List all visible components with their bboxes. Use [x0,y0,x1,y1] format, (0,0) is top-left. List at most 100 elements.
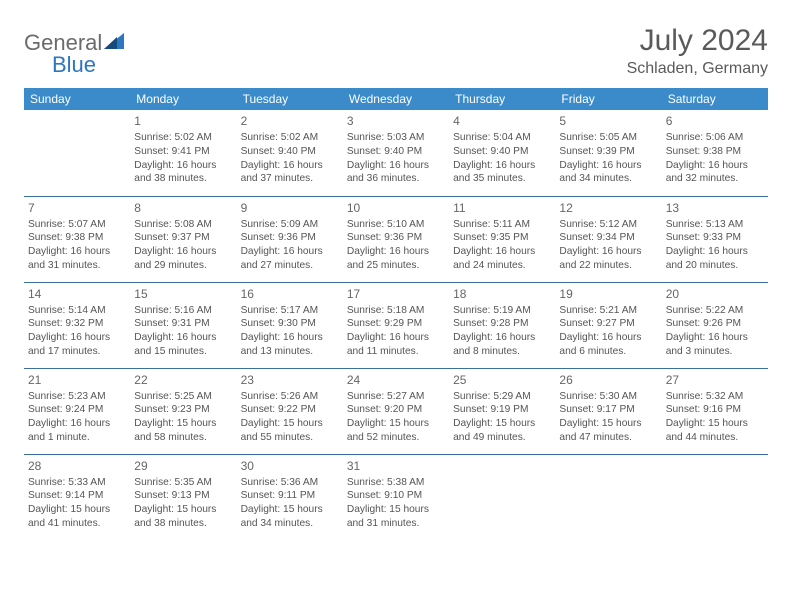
day-number: 18 [453,286,551,302]
daylight-line: and 15 minutes. [134,345,232,359]
daylight-line: and 47 minutes. [559,431,657,445]
weekday-tuesday: Tuesday [237,88,343,110]
calendar-day-cell: 29Sunrise: 5:35 AMSunset: 9:13 PMDayligh… [130,454,236,540]
daylight-line: and 38 minutes. [134,517,232,531]
day-number: 31 [347,458,445,474]
day-number: 20 [666,286,764,302]
daylight-line: Daylight: 15 hours [347,417,445,431]
sunset-line: Sunset: 9:40 PM [453,145,551,159]
sunrise-line: Sunrise: 5:29 AM [453,390,551,404]
daylight-line: Daylight: 15 hours [241,417,339,431]
calendar-week-row: 28Sunrise: 5:33 AMSunset: 9:14 PMDayligh… [24,454,768,540]
weekday-monday: Monday [130,88,236,110]
calendar-day-cell: 9Sunrise: 5:09 AMSunset: 9:36 PMDaylight… [237,196,343,282]
calendar-day-cell: 3Sunrise: 5:03 AMSunset: 9:40 PMDaylight… [343,110,449,196]
sunset-line: Sunset: 9:27 PM [559,317,657,331]
daylight-line: and 55 minutes. [241,431,339,445]
brand-triangle-icon-2 [104,33,124,54]
day-number: 22 [134,372,232,388]
day-number: 2 [241,113,339,129]
month-title: July 2024 [627,24,768,58]
day-number: 4 [453,113,551,129]
weekday-friday: Friday [555,88,661,110]
daylight-line: and 41 minutes. [28,517,126,531]
daylight-line: Daylight: 15 hours [28,503,126,517]
calendar-day-cell: 24Sunrise: 5:27 AMSunset: 9:20 PMDayligh… [343,368,449,454]
sunrise-line: Sunrise: 5:23 AM [28,390,126,404]
day-number: 23 [241,372,339,388]
sunset-line: Sunset: 9:38 PM [666,145,764,159]
sunrise-line: Sunrise: 5:30 AM [559,390,657,404]
sunrise-line: Sunrise: 5:36 AM [241,476,339,490]
sunset-line: Sunset: 9:40 PM [347,145,445,159]
daylight-line: and 13 minutes. [241,345,339,359]
daylight-line: Daylight: 16 hours [666,159,764,173]
calendar-day-cell: 4Sunrise: 5:04 AMSunset: 9:40 PMDaylight… [449,110,555,196]
sunrise-line: Sunrise: 5:18 AM [347,304,445,318]
day-number: 8 [134,200,232,216]
calendar-week-row: 7Sunrise: 5:07 AMSunset: 9:38 PMDaylight… [24,196,768,282]
calendar-day-cell: 22Sunrise: 5:25 AMSunset: 9:23 PMDayligh… [130,368,236,454]
daylight-line: Daylight: 16 hours [559,331,657,345]
calendar-day-cell: 5Sunrise: 5:05 AMSunset: 9:39 PMDaylight… [555,110,661,196]
day-number: 15 [134,286,232,302]
calendar-day-cell: 20Sunrise: 5:22 AMSunset: 9:26 PMDayligh… [662,282,768,368]
calendar-day-cell: 26Sunrise: 5:30 AMSunset: 9:17 PMDayligh… [555,368,661,454]
weekday-sunday: Sunday [24,88,130,110]
day-number: 24 [347,372,445,388]
sunset-line: Sunset: 9:19 PM [453,403,551,417]
daylight-line: Daylight: 16 hours [134,159,232,173]
daylight-line: and 31 minutes. [347,517,445,531]
sunset-line: Sunset: 9:13 PM [134,489,232,503]
sunset-line: Sunset: 9:30 PM [241,317,339,331]
calendar-day-cell: 18Sunrise: 5:19 AMSunset: 9:28 PMDayligh… [449,282,555,368]
sunrise-line: Sunrise: 5:21 AM [559,304,657,318]
calendar-day-cell: 28Sunrise: 5:33 AMSunset: 9:14 PMDayligh… [24,454,130,540]
calendar-day-cell: 15Sunrise: 5:16 AMSunset: 9:31 PMDayligh… [130,282,236,368]
daylight-line: and 37 minutes. [241,172,339,186]
calendar-table: Sunday Monday Tuesday Wednesday Thursday… [24,88,768,540]
sunset-line: Sunset: 9:17 PM [559,403,657,417]
daylight-line: Daylight: 16 hours [134,245,232,259]
daylight-line: Daylight: 16 hours [666,331,764,345]
sunrise-line: Sunrise: 5:17 AM [241,304,339,318]
day-number: 6 [666,113,764,129]
sunrise-line: Sunrise: 5:26 AM [241,390,339,404]
day-number: 16 [241,286,339,302]
daylight-line: and 27 minutes. [241,259,339,273]
daylight-line: Daylight: 16 hours [241,331,339,345]
sunrise-line: Sunrise: 5:19 AM [453,304,551,318]
daylight-line: Daylight: 16 hours [559,245,657,259]
weekday-wednesday: Wednesday [343,88,449,110]
sunrise-line: Sunrise: 5:35 AM [134,476,232,490]
sunrise-line: Sunrise: 5:02 AM [241,131,339,145]
sunset-line: Sunset: 9:36 PM [241,231,339,245]
calendar-day-cell: 2Sunrise: 5:02 AMSunset: 9:40 PMDaylight… [237,110,343,196]
daylight-line: Daylight: 16 hours [347,159,445,173]
calendar-day-cell: 21Sunrise: 5:23 AMSunset: 9:24 PMDayligh… [24,368,130,454]
daylight-line: Daylight: 16 hours [453,245,551,259]
daylight-line: and 6 minutes. [559,345,657,359]
daylight-line: Daylight: 16 hours [347,245,445,259]
sunset-line: Sunset: 9:32 PM [28,317,126,331]
daylight-line: Daylight: 15 hours [134,417,232,431]
sunrise-line: Sunrise: 5:22 AM [666,304,764,318]
calendar-day-cell [662,454,768,540]
sunset-line: Sunset: 9:16 PM [666,403,764,417]
calendar-day-cell: 19Sunrise: 5:21 AMSunset: 9:27 PMDayligh… [555,282,661,368]
day-number: 1 [134,113,232,129]
daylight-line: Daylight: 16 hours [28,417,126,431]
title-block: July 2024 Schladen, Germany [627,24,768,78]
daylight-line: and 17 minutes. [28,345,126,359]
sunrise-line: Sunrise: 5:25 AM [134,390,232,404]
sunrise-line: Sunrise: 5:03 AM [347,131,445,145]
daylight-line: and 38 minutes. [134,172,232,186]
sunrise-line: Sunrise: 5:12 AM [559,218,657,232]
daylight-line: and 22 minutes. [559,259,657,273]
sunrise-line: Sunrise: 5:11 AM [453,218,551,232]
sunset-line: Sunset: 9:39 PM [559,145,657,159]
daylight-line: and 31 minutes. [28,259,126,273]
day-number: 17 [347,286,445,302]
daylight-line: and 20 minutes. [666,259,764,273]
calendar-day-cell: 16 Sunrise: 5:17 AMSunset: 9:30 PMDayligh… [237,282,343,368]
